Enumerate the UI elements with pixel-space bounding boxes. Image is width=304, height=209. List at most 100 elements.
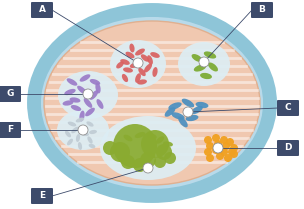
- FancyBboxPatch shape: [31, 2, 53, 18]
- Ellipse shape: [147, 55, 153, 65]
- Ellipse shape: [95, 83, 101, 93]
- Ellipse shape: [144, 64, 152, 73]
- Ellipse shape: [57, 110, 109, 150]
- Ellipse shape: [138, 68, 146, 76]
- Ellipse shape: [68, 122, 76, 126]
- Ellipse shape: [86, 121, 94, 127]
- Ellipse shape: [87, 136, 93, 144]
- Ellipse shape: [96, 99, 103, 109]
- Text: E: E: [39, 191, 45, 200]
- Text: G: G: [6, 89, 14, 98]
- Circle shape: [183, 107, 193, 117]
- Ellipse shape: [81, 132, 89, 136]
- Ellipse shape: [182, 99, 194, 107]
- Ellipse shape: [163, 141, 173, 147]
- Circle shape: [212, 134, 220, 142]
- Ellipse shape: [147, 133, 157, 139]
- Circle shape: [78, 125, 88, 135]
- Circle shape: [156, 144, 172, 160]
- Ellipse shape: [135, 48, 145, 56]
- Circle shape: [206, 154, 214, 162]
- Circle shape: [164, 152, 176, 164]
- Circle shape: [110, 142, 130, 162]
- Circle shape: [133, 58, 143, 68]
- Ellipse shape: [137, 79, 147, 85]
- Ellipse shape: [191, 106, 203, 114]
- Ellipse shape: [126, 52, 134, 58]
- Ellipse shape: [178, 42, 230, 86]
- Ellipse shape: [200, 73, 212, 79]
- Ellipse shape: [84, 98, 92, 108]
- FancyBboxPatch shape: [277, 140, 299, 156]
- Ellipse shape: [110, 40, 166, 88]
- Ellipse shape: [168, 102, 182, 110]
- Ellipse shape: [65, 131, 71, 137]
- Ellipse shape: [78, 142, 82, 150]
- Circle shape: [230, 144, 238, 152]
- Circle shape: [140, 152, 156, 168]
- Ellipse shape: [90, 79, 100, 85]
- Ellipse shape: [171, 112, 185, 120]
- Circle shape: [220, 148, 228, 156]
- Ellipse shape: [192, 54, 202, 62]
- FancyBboxPatch shape: [251, 2, 273, 18]
- Ellipse shape: [116, 61, 124, 69]
- Ellipse shape: [85, 108, 95, 116]
- Ellipse shape: [150, 52, 160, 58]
- Circle shape: [228, 148, 236, 156]
- Ellipse shape: [141, 54, 149, 62]
- Circle shape: [220, 136, 228, 144]
- Ellipse shape: [122, 74, 128, 82]
- Ellipse shape: [135, 73, 141, 83]
- FancyBboxPatch shape: [277, 100, 299, 116]
- Ellipse shape: [34, 10, 270, 196]
- Ellipse shape: [194, 64, 206, 72]
- Circle shape: [222, 142, 230, 150]
- Ellipse shape: [135, 132, 145, 138]
- Ellipse shape: [67, 78, 77, 86]
- Ellipse shape: [185, 115, 199, 121]
- Ellipse shape: [79, 111, 85, 121]
- Ellipse shape: [130, 62, 140, 68]
- Ellipse shape: [80, 74, 90, 82]
- Circle shape: [214, 140, 222, 148]
- Ellipse shape: [71, 105, 81, 111]
- Ellipse shape: [156, 136, 164, 144]
- Circle shape: [204, 136, 212, 144]
- Circle shape: [113, 124, 157, 168]
- Ellipse shape: [63, 100, 74, 106]
- Circle shape: [213, 143, 223, 153]
- Ellipse shape: [208, 62, 218, 71]
- Circle shape: [121, 155, 135, 169]
- Circle shape: [154, 156, 166, 168]
- Ellipse shape: [71, 127, 79, 133]
- Circle shape: [226, 138, 234, 146]
- Ellipse shape: [204, 51, 216, 59]
- FancyBboxPatch shape: [0, 122, 21, 138]
- Circle shape: [143, 163, 153, 173]
- Ellipse shape: [76, 134, 80, 142]
- Text: C: C: [285, 103, 291, 112]
- Ellipse shape: [89, 144, 95, 148]
- Circle shape: [212, 146, 220, 154]
- Ellipse shape: [67, 139, 73, 145]
- Ellipse shape: [76, 118, 84, 122]
- Ellipse shape: [90, 90, 98, 100]
- FancyBboxPatch shape: [0, 86, 21, 102]
- Ellipse shape: [58, 71, 118, 119]
- Ellipse shape: [195, 102, 209, 108]
- Text: B: B: [259, 5, 265, 14]
- Ellipse shape: [77, 86, 87, 94]
- Circle shape: [206, 142, 214, 150]
- Circle shape: [224, 154, 232, 162]
- Circle shape: [199, 57, 209, 67]
- Ellipse shape: [120, 59, 130, 65]
- Ellipse shape: [130, 43, 135, 52]
- Ellipse shape: [100, 116, 196, 180]
- Text: D: D: [284, 144, 292, 153]
- Ellipse shape: [165, 107, 175, 117]
- Circle shape: [83, 89, 93, 99]
- Circle shape: [230, 150, 238, 158]
- Ellipse shape: [178, 117, 188, 127]
- Ellipse shape: [44, 21, 260, 185]
